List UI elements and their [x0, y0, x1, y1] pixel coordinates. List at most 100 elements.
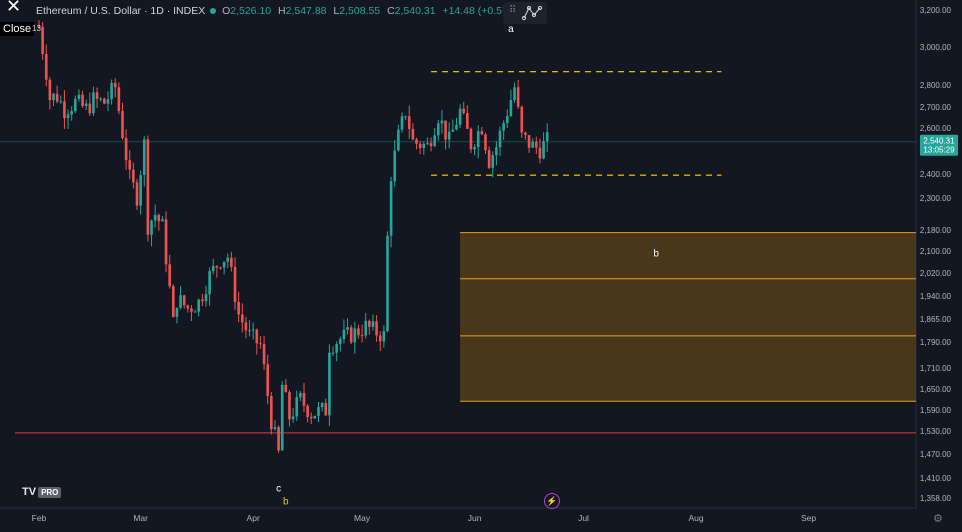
wave-label-3[interactable]: b [283, 497, 289, 508]
candle-body [371, 321, 375, 327]
abc-pattern-tool[interactable]: ⠿ [503, 2, 547, 24]
candle-body [444, 120, 447, 140]
low-label: L [333, 5, 340, 17]
candle-body [262, 344, 266, 365]
candle-body [208, 271, 211, 295]
candle-body [433, 135, 436, 146]
candle-body [153, 214, 157, 221]
candle-body [226, 257, 230, 262]
candle-body [240, 314, 244, 323]
candle-body [306, 405, 309, 417]
candle-body [386, 235, 389, 332]
y-tick-label: 2,700.00 [920, 103, 952, 112]
candle-body [273, 427, 277, 430]
candle-body [382, 331, 386, 342]
candle-body [259, 343, 262, 345]
candle-body [422, 143, 426, 148]
candle-body [248, 330, 251, 332]
candle-body [491, 155, 495, 168]
candle-body [335, 344, 338, 353]
indicator-value: 13 [32, 24, 41, 33]
candle-body [476, 131, 480, 148]
wave-label-0[interactable]: a [508, 24, 514, 35]
wave-label-1[interactable]: b [653, 249, 659, 260]
y-tick-label: 1,710.00 [920, 364, 952, 373]
candle-body [219, 267, 222, 269]
change-value: +14.48 (+0.57%) [442, 5, 521, 17]
y-tick-label: 1,790.00 [920, 338, 952, 347]
candle-body [233, 266, 237, 302]
candle-body [84, 103, 88, 107]
candle-body [346, 327, 349, 330]
candle-body [516, 87, 520, 107]
candle-body [368, 320, 371, 327]
candle-body [466, 113, 469, 129]
candle-body [317, 407, 320, 416]
candle-body [41, 26, 44, 54]
y-tick-label: 1,940.00 [920, 292, 952, 301]
candle-body [230, 257, 233, 267]
candle-body [502, 123, 505, 131]
candle-body [299, 392, 302, 398]
candle-body [146, 139, 150, 235]
candle-body [400, 116, 404, 130]
y-tick-label: 1,410.00 [920, 474, 952, 483]
candle-body [288, 392, 291, 420]
candle-body [139, 174, 142, 206]
candle-body [81, 94, 84, 107]
y-tick-label: 2,020.00 [920, 269, 952, 278]
candle-body [63, 101, 66, 118]
drag-handle-icon[interactable]: ⠿ [509, 5, 517, 16]
candle-body [270, 395, 273, 430]
candle-body [55, 93, 59, 102]
candle-body [342, 329, 346, 340]
candle-body [193, 311, 197, 313]
candle-body [284, 384, 288, 393]
candle-body [324, 403, 328, 416]
candle-body [117, 87, 121, 112]
y-tick-label: 2,800.00 [920, 81, 952, 90]
candle-body [251, 329, 255, 331]
wave-label-2[interactable]: c [276, 483, 281, 494]
y-tick-label: 2,180.00 [920, 226, 952, 235]
candle-body [447, 131, 451, 140]
candle-body [462, 108, 466, 114]
candle-body [135, 182, 139, 206]
pro-badge: PRO [38, 486, 62, 498]
candle-body [331, 352, 335, 354]
candle-body [418, 143, 422, 148]
open-value: 2,526.10 [230, 5, 272, 17]
candle-body [110, 82, 113, 100]
candle-body [211, 266, 215, 272]
candle-body [357, 328, 360, 336]
symbol-legend[interactable]: Ethereum / U.S. Dollar · 1D · INDEX O2,5… [36, 5, 525, 17]
settings-gear-icon[interactable]: ⚙ [933, 513, 943, 525]
candle-body [66, 114, 70, 118]
candle-body [44, 53, 48, 80]
candle-body [128, 160, 132, 170]
candle-body [484, 134, 487, 151]
symbol-title: Ethereum / U.S. Dollar · 1D · INDEX [36, 5, 206, 17]
y-tick-label: 1,650.00 [920, 385, 952, 394]
candle-body [349, 327, 353, 343]
close-button[interactable]: ✕ Close [0, 0, 35, 40]
candle-body [440, 120, 444, 124]
candle-body [328, 352, 331, 416]
candle-body [59, 101, 63, 103]
candle-body [302, 392, 306, 406]
target-zone[interactable] [460, 232, 916, 402]
candle-body [426, 143, 429, 145]
high-label: H [278, 5, 286, 17]
candle-body [255, 329, 259, 344]
candle-body [364, 320, 367, 336]
close-value: 2,540.31 [394, 5, 436, 17]
candle-body [487, 150, 491, 168]
x-tick-label: Mar [133, 513, 148, 523]
candle-body [527, 134, 531, 148]
candle-body [222, 261, 226, 268]
flash-icon[interactable]: ⚡ [544, 493, 560, 509]
y-tick-label: 1,530.00 [920, 427, 952, 436]
candle-body [295, 397, 299, 417]
candle-body [393, 150, 397, 182]
